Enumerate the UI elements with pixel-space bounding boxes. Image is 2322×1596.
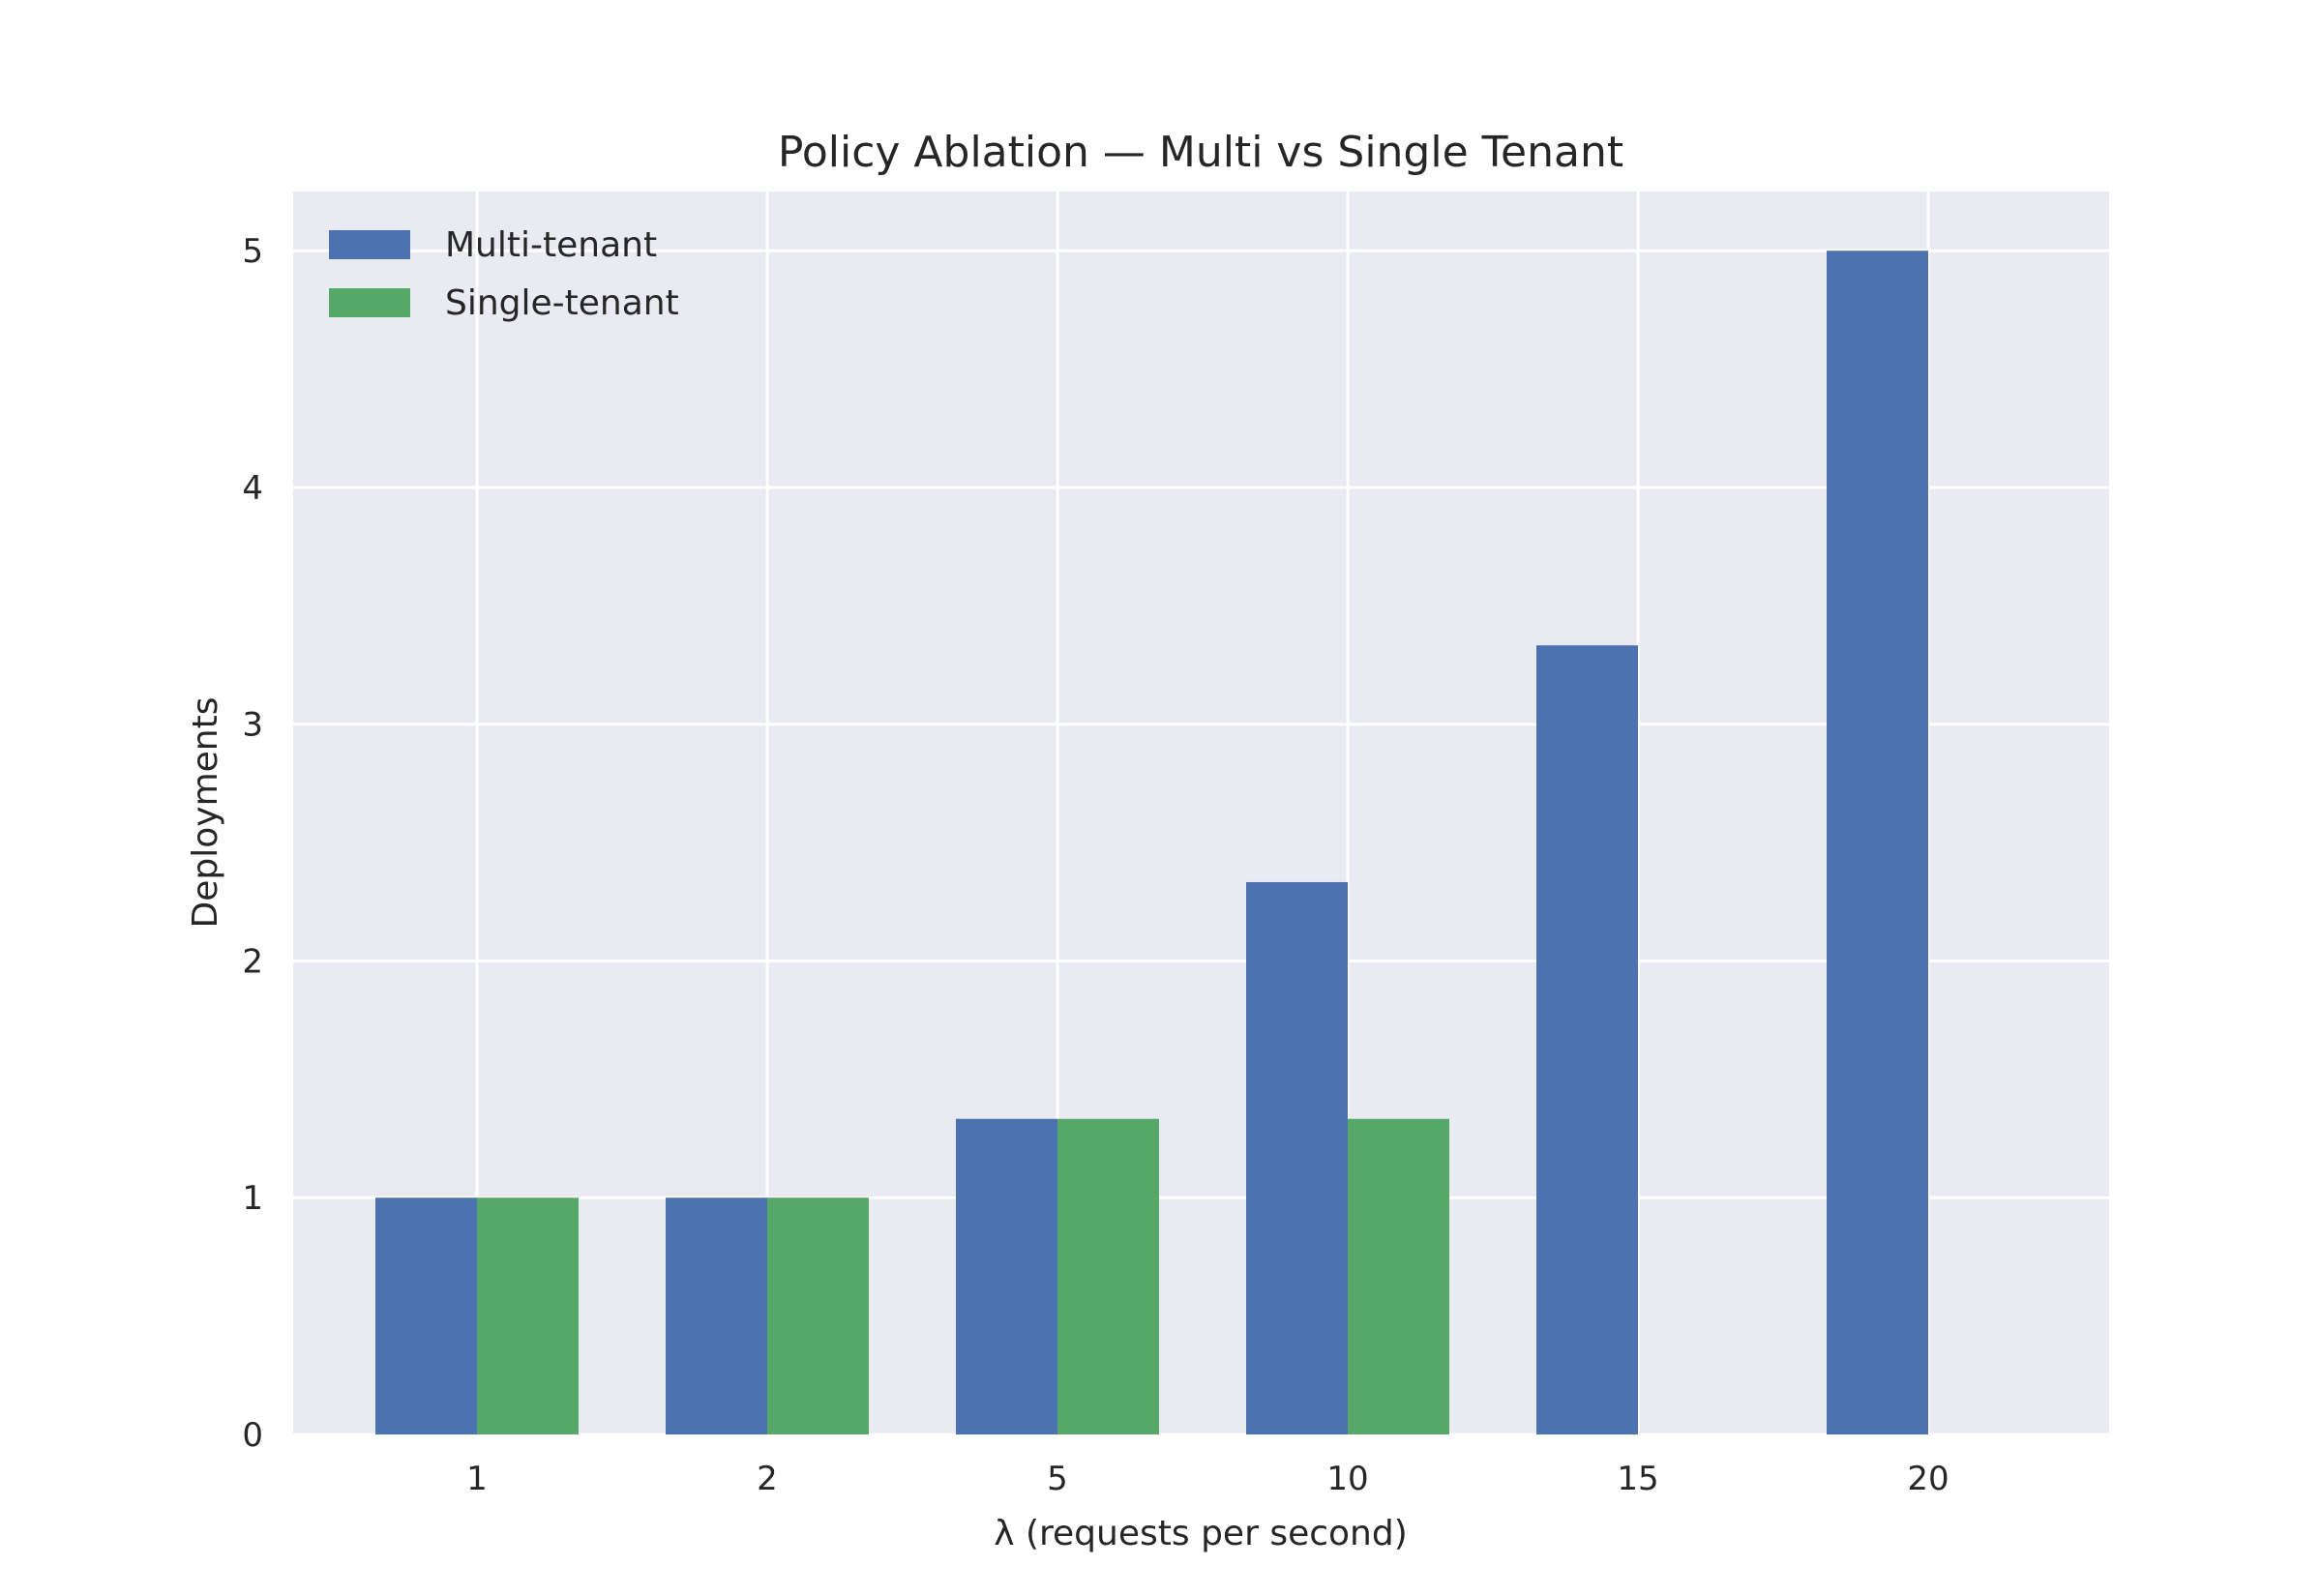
bar-multi-tenant-2 xyxy=(666,1197,767,1434)
y-tick-label: 5 xyxy=(242,232,263,271)
plot-background xyxy=(293,192,2109,1434)
x-tick-label: 2 xyxy=(757,1460,778,1498)
bar-single-tenant-2 xyxy=(767,1197,869,1434)
bars xyxy=(375,251,1928,1435)
y-tick-labels: 0 1 2 3 4 5 xyxy=(242,232,263,1455)
x-tick-label: 5 xyxy=(1047,1460,1068,1498)
bar-multi-tenant-10 xyxy=(1246,881,1348,1434)
y-axis-label: Deployments xyxy=(186,697,225,929)
y-tick-label: 1 xyxy=(242,1179,263,1218)
bar-multi-tenant-5 xyxy=(956,1118,1057,1434)
legend-swatch xyxy=(329,288,410,317)
bar-single-tenant-5 xyxy=(1057,1118,1159,1434)
chart-title: Policy Ablation — Multi vs Single Tenant xyxy=(778,128,1623,177)
x-tick-label: 10 xyxy=(1326,1460,1368,1498)
y-tick-label: 3 xyxy=(242,706,263,745)
legend-label: Multi-tenant xyxy=(445,225,657,265)
x-tick-labels: 1 2 5 10 15 20 xyxy=(466,1460,1949,1498)
bar-single-tenant-1 xyxy=(477,1197,579,1434)
bar-multi-tenant-20 xyxy=(1827,251,1928,1435)
y-tick-label: 0 xyxy=(242,1416,263,1455)
y-tick-label: 2 xyxy=(242,942,263,981)
legend: Multi-tenant Single-tenant xyxy=(329,225,679,323)
y-tick-label: 4 xyxy=(242,469,263,508)
x-tick-label: 20 xyxy=(1907,1460,1949,1498)
bar-single-tenant-10 xyxy=(1348,1118,1449,1434)
legend-swatch xyxy=(329,230,410,259)
legend-label: Single-tenant xyxy=(445,283,679,323)
bar-multi-tenant-1 xyxy=(375,1197,477,1434)
x-tick-label: 15 xyxy=(1617,1460,1658,1498)
x-tick-label: 1 xyxy=(466,1460,488,1498)
x-axis-label: λ (requests per second) xyxy=(994,1514,1408,1553)
bar-multi-tenant-15 xyxy=(1536,645,1638,1434)
